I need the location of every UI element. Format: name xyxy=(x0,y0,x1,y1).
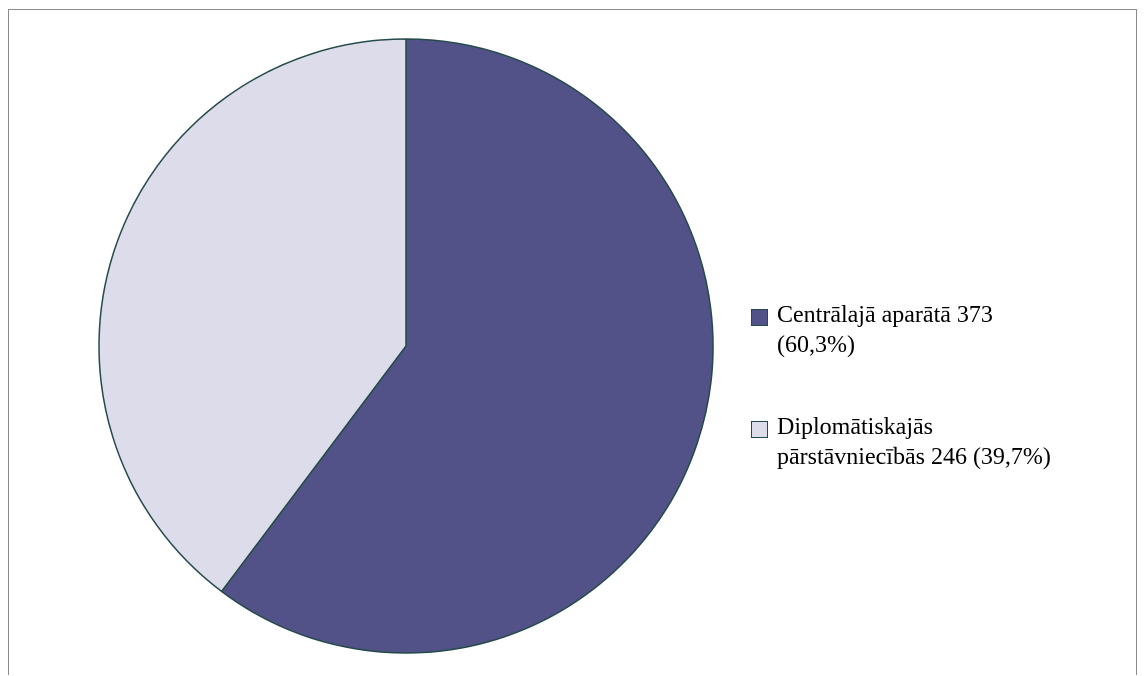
legend-swatch-diplomatiskajas-parstavniecibas xyxy=(751,421,768,438)
pie-slice-1 xyxy=(98,38,407,593)
legend: Centrālajā aparātā 373 (60,3%) Diplomāti… xyxy=(748,300,1145,472)
legend-label-line: pārstāvniecībās 246 (39,7%) xyxy=(777,444,1051,470)
chart-area: Centrālajā aparātā 373 (60,3%) Diplomāti… xyxy=(8,9,1137,675)
legend-item-centralajaj-aparata: Centrālajā aparātā 373 (60,3%) xyxy=(748,300,1145,360)
legend-label-line: Centrālajā aparātā 373 xyxy=(777,302,993,328)
pie-slice-0 xyxy=(220,38,714,654)
legend-label-line: (60,3%) xyxy=(777,332,855,358)
legend-swatch-centralajaj-aparata xyxy=(751,309,768,326)
legend-item-diplomatiskajas-parstavniecibas: Diplomātiskajās pārstāvniecībās 246 (39,… xyxy=(748,412,1145,472)
legend-label-line: Diplomātiskajās xyxy=(777,414,933,440)
pie-chart xyxy=(98,38,714,654)
